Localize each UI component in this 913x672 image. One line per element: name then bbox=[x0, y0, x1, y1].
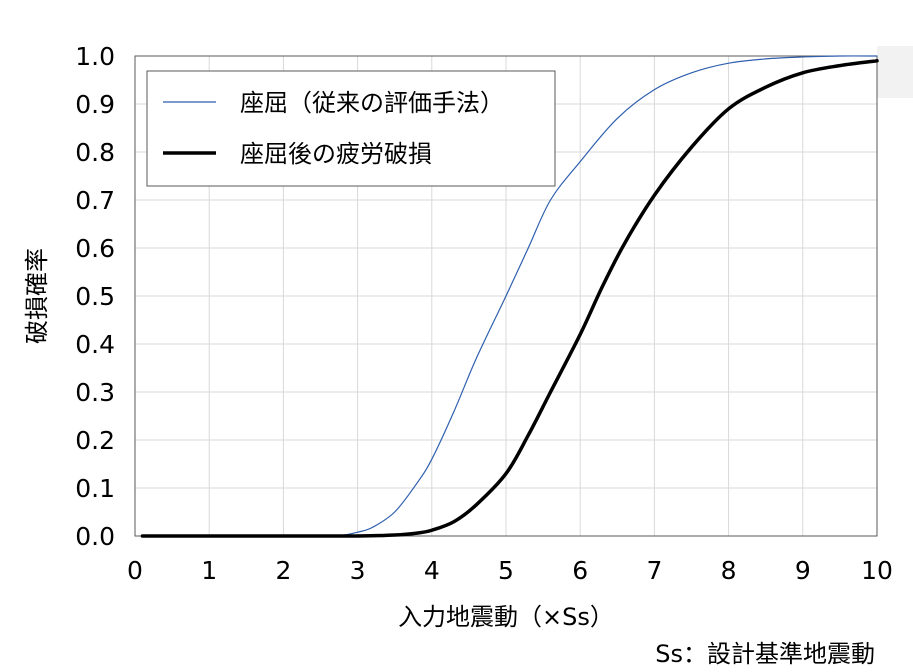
y-tick-label: 1.0 bbox=[75, 42, 115, 71]
footnote: Ss：設計基準地震動 bbox=[655, 640, 875, 668]
x-tick-label: 10 bbox=[861, 556, 893, 585]
y-tick-label: 0.1 bbox=[75, 474, 115, 503]
x-tick-label: 0 bbox=[127, 556, 143, 585]
y-axis-title: 破損確率 bbox=[23, 248, 51, 344]
plot-area-frame bbox=[134, 55, 878, 537]
y-tick-label: 0.4 bbox=[75, 330, 115, 359]
x-axis-title: 入力地震動（×Ss） bbox=[398, 603, 614, 631]
right-margin-shade bbox=[877, 46, 913, 98]
x-tick-labels: 0 1 2 3 4 5 6 7 8 9 10 bbox=[127, 556, 893, 585]
series-line-2 bbox=[140, 59, 879, 538]
y-tick-label: 0.0 bbox=[75, 522, 115, 551]
x-tick-label: 4 bbox=[424, 556, 440, 585]
y-tick-label: 0.8 bbox=[75, 138, 115, 167]
x-tick-label: 9 bbox=[795, 556, 811, 585]
x-tick-label: 3 bbox=[350, 556, 366, 585]
y-tick-label: 0.5 bbox=[75, 282, 115, 311]
y-tick-label: 0.2 bbox=[75, 426, 115, 455]
x-tick-label: 7 bbox=[646, 556, 662, 585]
legend-label-series-2: 座屈後の疲労破損 bbox=[240, 140, 432, 168]
x-tick-label: 5 bbox=[498, 556, 514, 585]
series-layer bbox=[140, 55, 879, 538]
legend: 座屈（従来の評価手法） 座屈後の疲労破損 bbox=[146, 70, 556, 187]
legend-box bbox=[146, 70, 556, 187]
x-tick-label: 2 bbox=[275, 556, 291, 585]
x-tick-label: 6 bbox=[572, 556, 588, 585]
legend-label-series-1: 座屈（従来の評価手法） bbox=[240, 89, 504, 117]
y-tick-label: 0.3 bbox=[75, 378, 115, 407]
y-tick-label: 0.6 bbox=[75, 234, 115, 263]
x-tick-label: 8 bbox=[721, 556, 737, 585]
y-tick-labels: 0.0 0.1 0.2 0.3 0.4 0.5 0.6 0.7 0.8 0.9 1.0 bbox=[75, 42, 115, 551]
x-tick-label: 1 bbox=[201, 556, 217, 585]
y-tick-label: 0.9 bbox=[75, 90, 115, 119]
y-tick-label: 0.7 bbox=[75, 186, 115, 215]
